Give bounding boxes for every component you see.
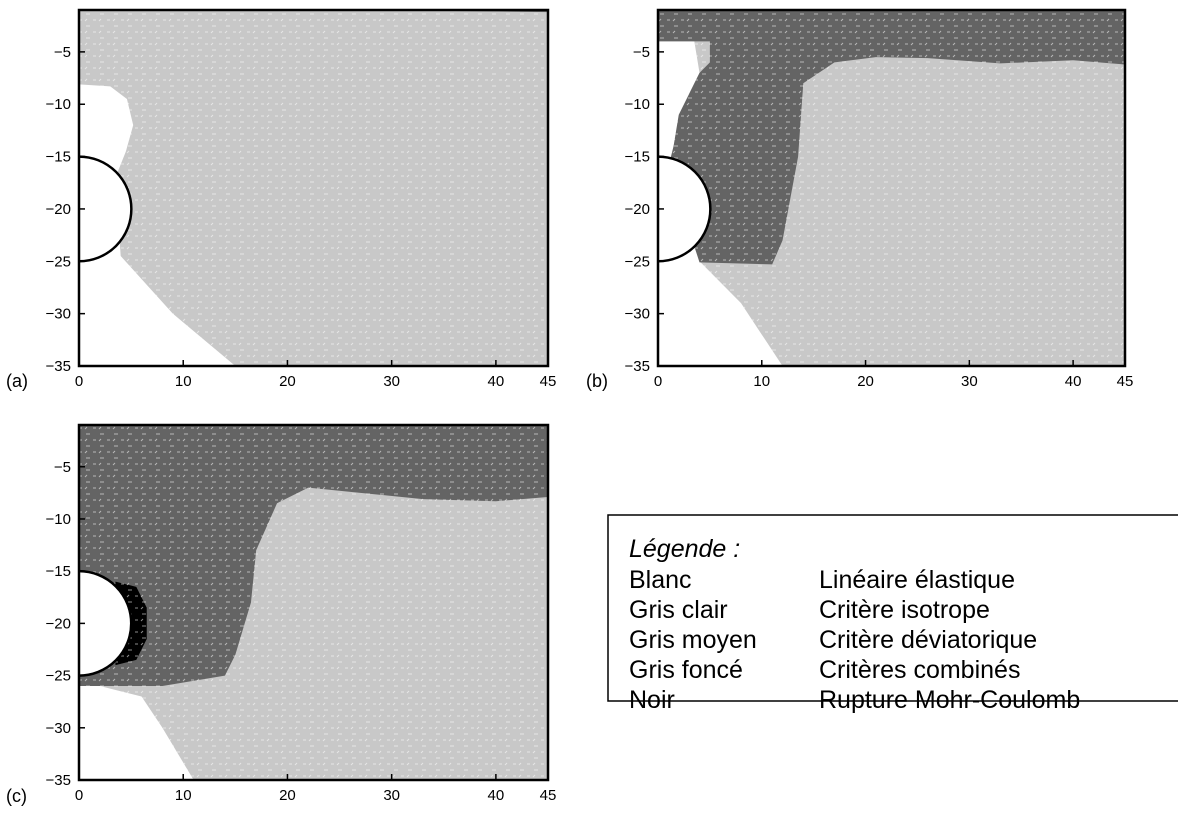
y-tick-label: −20 <box>625 201 650 218</box>
panel-c: 0 10 20 30 40 45 −5 −10 −15 −20 −25 −30 −35 (c) <box>6 419 557 806</box>
panel-a-xticks: 0 10 20 30 40 45 <box>75 360 557 390</box>
x-tick-label: 10 <box>175 373 192 390</box>
x-tick-label: 10 <box>753 373 770 390</box>
panel-b-yticks: −5 −10 −15 −20 −25 −30 −35 <box>625 44 664 375</box>
y-tick-label: −15 <box>46 563 71 580</box>
x-tick-label: 45 <box>540 787 557 804</box>
y-tick-label: −10 <box>46 96 71 113</box>
y-tick-label: −35 <box>46 772 71 789</box>
panel-a-texture <box>79 10 548 366</box>
panel-a-label: (a) <box>6 371 28 391</box>
legend-row-1-name: Gris clair <box>629 596 728 624</box>
panel-a: 0 10 20 30 40 45 −5 −10 −15 −20 −25 −30 −35 (a) <box>6 8 557 391</box>
legend-row-0-desc: Linéaire élastique <box>819 566 1015 594</box>
panel-c-texture <box>79 425 548 780</box>
x-tick-label: 30 <box>383 787 400 804</box>
y-tick-label: −20 <box>46 615 71 632</box>
panel-c-yticks: −5 −10 −15 −20 −25 −30 −35 <box>46 459 85 789</box>
x-tick-label: 20 <box>279 373 296 390</box>
panel-c-frame <box>77 423 550 782</box>
y-tick-label: −5 <box>54 459 71 476</box>
x-tick-label: 40 <box>1065 373 1082 390</box>
region-noir-3 <box>235 419 329 422</box>
y-tick-label: −25 <box>46 668 71 685</box>
legend: Légende : Blanc Linéaire élastique Gris … <box>607 514 1178 714</box>
y-tick-label: −30 <box>46 306 71 323</box>
y-tick-label: −30 <box>46 720 71 737</box>
panel-b-cavity <box>658 155 712 263</box>
x-tick-label: 45 <box>540 373 557 390</box>
x-tick-label: 0 <box>654 373 662 390</box>
panel-b-label: (b) <box>586 371 608 391</box>
panel-c-xticks: 0 10 20 30 40 45 <box>75 774 557 804</box>
legend-title: Légende : <box>629 535 740 563</box>
panel-b-frame <box>656 8 1127 368</box>
y-tick-label: −5 <box>54 44 71 61</box>
legend-row-3-desc: Critères combinés <box>819 656 1020 684</box>
panel-a-yticks: −5 −10 −15 −20 −25 −30 −35 <box>46 44 85 375</box>
x-tick-label: 40 <box>488 373 505 390</box>
panel-c-label: (c) <box>6 786 27 806</box>
x-tick-label: 0 <box>75 373 83 390</box>
x-tick-label: 0 <box>75 787 83 804</box>
x-tick-label: 30 <box>961 373 978 390</box>
y-tick-label: −25 <box>46 253 71 270</box>
y-tick-label: −15 <box>625 149 650 166</box>
panel-b: 0 10 20 30 40 45 −5 −10 −15 −20 −25 −30 −35 (b) <box>586 8 1134 391</box>
y-tick-label: −25 <box>625 253 650 270</box>
legend-row-4-name: Noir <box>629 686 675 714</box>
x-tick-label: 40 <box>488 787 505 804</box>
panel-b-xticks: 0 10 20 30 40 45 <box>654 360 1134 390</box>
panel-b-texture <box>658 10 1125 366</box>
y-tick-label: −30 <box>625 306 650 323</box>
y-tick-label: −35 <box>625 358 650 375</box>
panel-c-cavity <box>79 569 133 677</box>
y-tick-label: −15 <box>46 149 71 166</box>
legend-row-3-name: Gris foncé <box>629 656 743 684</box>
x-tick-label: 30 <box>383 373 400 390</box>
y-tick-label: −10 <box>46 511 71 528</box>
x-tick-label: 20 <box>279 787 296 804</box>
x-tick-label: 10 <box>175 787 192 804</box>
panel-a-frame <box>77 8 550 368</box>
y-tick-label: −10 <box>625 96 650 113</box>
legend-row-0-name: Blanc <box>629 566 692 594</box>
legend-row-2-name: Gris moyen <box>629 626 757 654</box>
legend-row-4-desc: Rupture Mohr-Coulomb <box>819 686 1080 714</box>
y-tick-label: −35 <box>46 358 71 375</box>
legend-row-2-desc: Critère déviatorique <box>819 626 1037 654</box>
x-tick-label: 20 <box>857 373 874 390</box>
y-tick-label: −5 <box>633 44 650 61</box>
x-tick-label: 45 <box>1117 373 1134 390</box>
legend-row-1-desc: Critère isotrope <box>819 596 990 624</box>
y-tick-label: −20 <box>46 201 71 218</box>
legend-box <box>607 514 1178 702</box>
panel-a-cavity <box>79 155 133 263</box>
